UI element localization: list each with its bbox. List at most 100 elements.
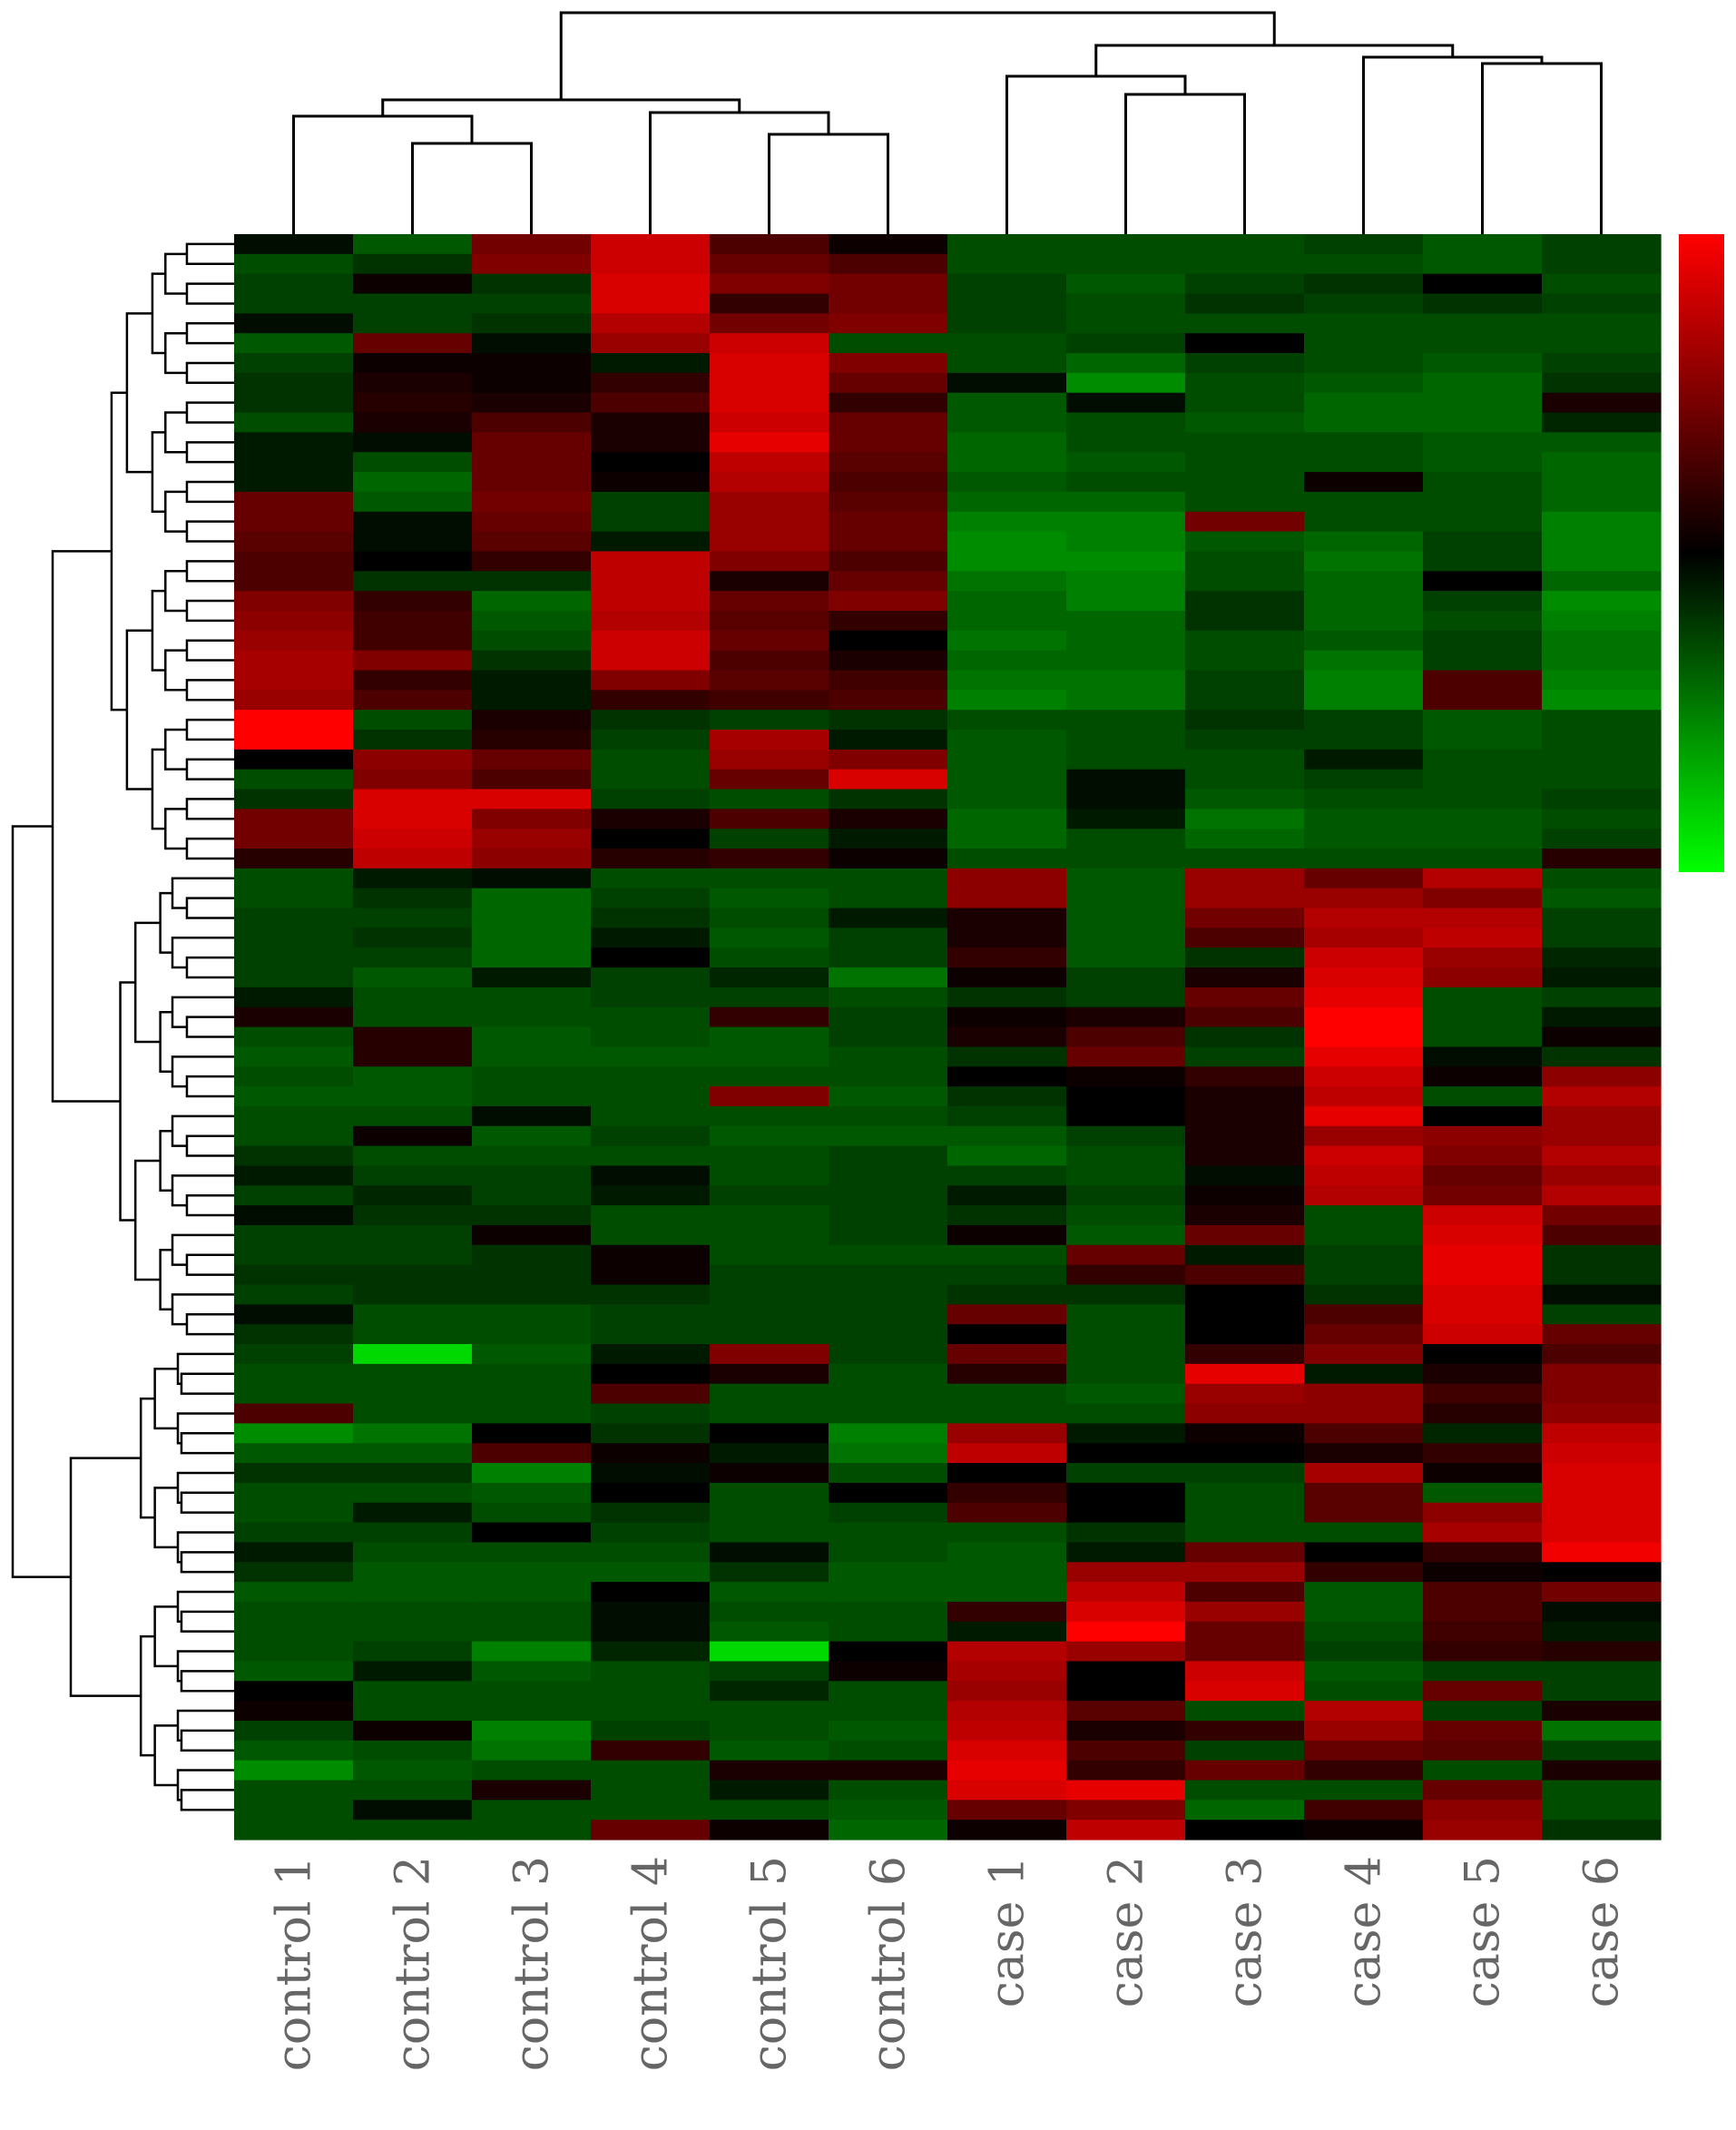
heatmap-cell bbox=[947, 1324, 1067, 1345]
heatmap-cell bbox=[1423, 273, 1543, 295]
heatmap-cell bbox=[1542, 1423, 1662, 1444]
heatmap-cell bbox=[1304, 234, 1424, 255]
heatmap-cell bbox=[1304, 1542, 1424, 1563]
column-label: control 5 bbox=[743, 1856, 798, 2071]
heatmap-cell bbox=[1423, 1244, 1543, 1266]
heatmap-cell bbox=[710, 1502, 829, 1524]
heatmap-cell bbox=[947, 1264, 1067, 1286]
heatmap-cell bbox=[947, 1542, 1067, 1563]
heatmap-cell bbox=[1542, 1165, 1662, 1186]
heatmap-cell bbox=[829, 1701, 948, 1722]
column-label: case 3 bbox=[1219, 1856, 1273, 2007]
heatmap-cell bbox=[1423, 293, 1543, 314]
heatmap-cell bbox=[591, 1780, 711, 1801]
heatmap-cell bbox=[1542, 1820, 1662, 1840]
heatmap-cell bbox=[353, 1820, 473, 1840]
heatmap-cell bbox=[591, 551, 711, 572]
heatmap-cell bbox=[472, 610, 592, 632]
heatmap-cell bbox=[234, 809, 354, 829]
heatmap-cell bbox=[1304, 313, 1424, 334]
heatmap-cell bbox=[947, 333, 1067, 354]
heatmap-cell bbox=[1542, 1324, 1662, 1345]
heatmap-cell bbox=[353, 571, 473, 592]
heatmap-cell bbox=[710, 1820, 829, 1840]
dendrogram-link bbox=[185, 758, 234, 780]
heatmap-cell bbox=[710, 1224, 829, 1246]
heatmap-cell bbox=[947, 1760, 1067, 1782]
dendrogram-link bbox=[151, 748, 166, 830]
heatmap-cell bbox=[234, 491, 354, 513]
heatmap-cell bbox=[1304, 551, 1424, 572]
heatmap-cell bbox=[234, 928, 354, 948]
heatmap-cell bbox=[1304, 928, 1424, 948]
heatmap-cell bbox=[710, 1145, 829, 1167]
heatmap-cell bbox=[1185, 531, 1305, 553]
heatmap-cell bbox=[234, 372, 354, 394]
heatmap-cell bbox=[1066, 630, 1186, 652]
heatmap-cell bbox=[591, 1601, 711, 1623]
heatmap-cell bbox=[947, 1463, 1067, 1484]
heatmap-cell bbox=[1066, 1542, 1186, 1563]
heatmap-cell bbox=[947, 1820, 1067, 1840]
heatmap-cell bbox=[947, 234, 1067, 255]
heatmap-cell bbox=[1423, 1224, 1543, 1246]
heatmap-cell bbox=[947, 531, 1067, 553]
heatmap-cell bbox=[1304, 491, 1424, 513]
heatmap-cell bbox=[1304, 511, 1424, 533]
heatmap-cell bbox=[710, 809, 829, 829]
heatmap-cell bbox=[1423, 1165, 1543, 1186]
heatmap-cell bbox=[1542, 432, 1662, 453]
heatmap-cell bbox=[353, 928, 473, 948]
heatmap-cell bbox=[1304, 253, 1424, 275]
heatmap-cell bbox=[1423, 809, 1543, 829]
heatmap-cell bbox=[829, 1601, 948, 1623]
dendrogram-link bbox=[125, 312, 152, 474]
heatmap-cell bbox=[353, 908, 473, 928]
heatmap-cell bbox=[1542, 353, 1662, 374]
heatmap-cell bbox=[1066, 591, 1186, 612]
heatmap-cell bbox=[1066, 1344, 1186, 1365]
heatmap-cell bbox=[1185, 967, 1305, 988]
heatmap-cell bbox=[1185, 551, 1305, 572]
dendrogram-link bbox=[180, 1729, 234, 1752]
heatmap-cell bbox=[234, 1423, 354, 1444]
heatmap-cell bbox=[829, 333, 948, 354]
heatmap-cell bbox=[1304, 1026, 1424, 1048]
heatmap-cell bbox=[1423, 1542, 1543, 1563]
heatmap-cell bbox=[1542, 1264, 1662, 1286]
heatmap-cell bbox=[234, 333, 354, 354]
heatmap-cell bbox=[1542, 1344, 1662, 1365]
heatmap-cell bbox=[234, 630, 354, 652]
heatmap-cell bbox=[710, 1582, 829, 1603]
heatmap-cell bbox=[1542, 1780, 1662, 1801]
heatmap-cell bbox=[1304, 829, 1424, 849]
heatmap-cell bbox=[1423, 1582, 1543, 1603]
dendrogram-link bbox=[185, 798, 234, 820]
heatmap-cell bbox=[710, 1105, 829, 1127]
heatmap-cell bbox=[710, 769, 829, 790]
heatmap-cell bbox=[947, 650, 1067, 672]
heatmap-cell bbox=[829, 1502, 948, 1524]
heatmap-cell bbox=[353, 1641, 473, 1663]
heatmap-cell bbox=[1304, 353, 1424, 374]
heatmap-cell bbox=[1542, 1205, 1662, 1226]
heatmap-cell bbox=[591, 313, 711, 334]
heatmap-cell bbox=[1304, 1502, 1424, 1524]
column-label: case 2 bbox=[1100, 1856, 1154, 2007]
heatmap-cell bbox=[1304, 1284, 1424, 1305]
heatmap-cell bbox=[234, 1443, 354, 1464]
heatmap-cell bbox=[829, 610, 948, 632]
heatmap-cell bbox=[353, 1463, 473, 1484]
heatmap-cell bbox=[1423, 1562, 1543, 1583]
heatmap-cell bbox=[1185, 829, 1305, 849]
heatmap-cell bbox=[1066, 372, 1186, 394]
heatmap-cell bbox=[829, 928, 948, 948]
heatmap-cell bbox=[1304, 1800, 1424, 1821]
heatmap-cell bbox=[829, 491, 948, 513]
heatmap-cell bbox=[472, 1324, 592, 1345]
heatmap-cell bbox=[472, 1224, 592, 1246]
heatmap-cell bbox=[353, 1165, 473, 1186]
heatmap-cell bbox=[1423, 928, 1543, 948]
heatmap-cell bbox=[1066, 829, 1186, 849]
heatmap-cell bbox=[591, 1661, 711, 1682]
